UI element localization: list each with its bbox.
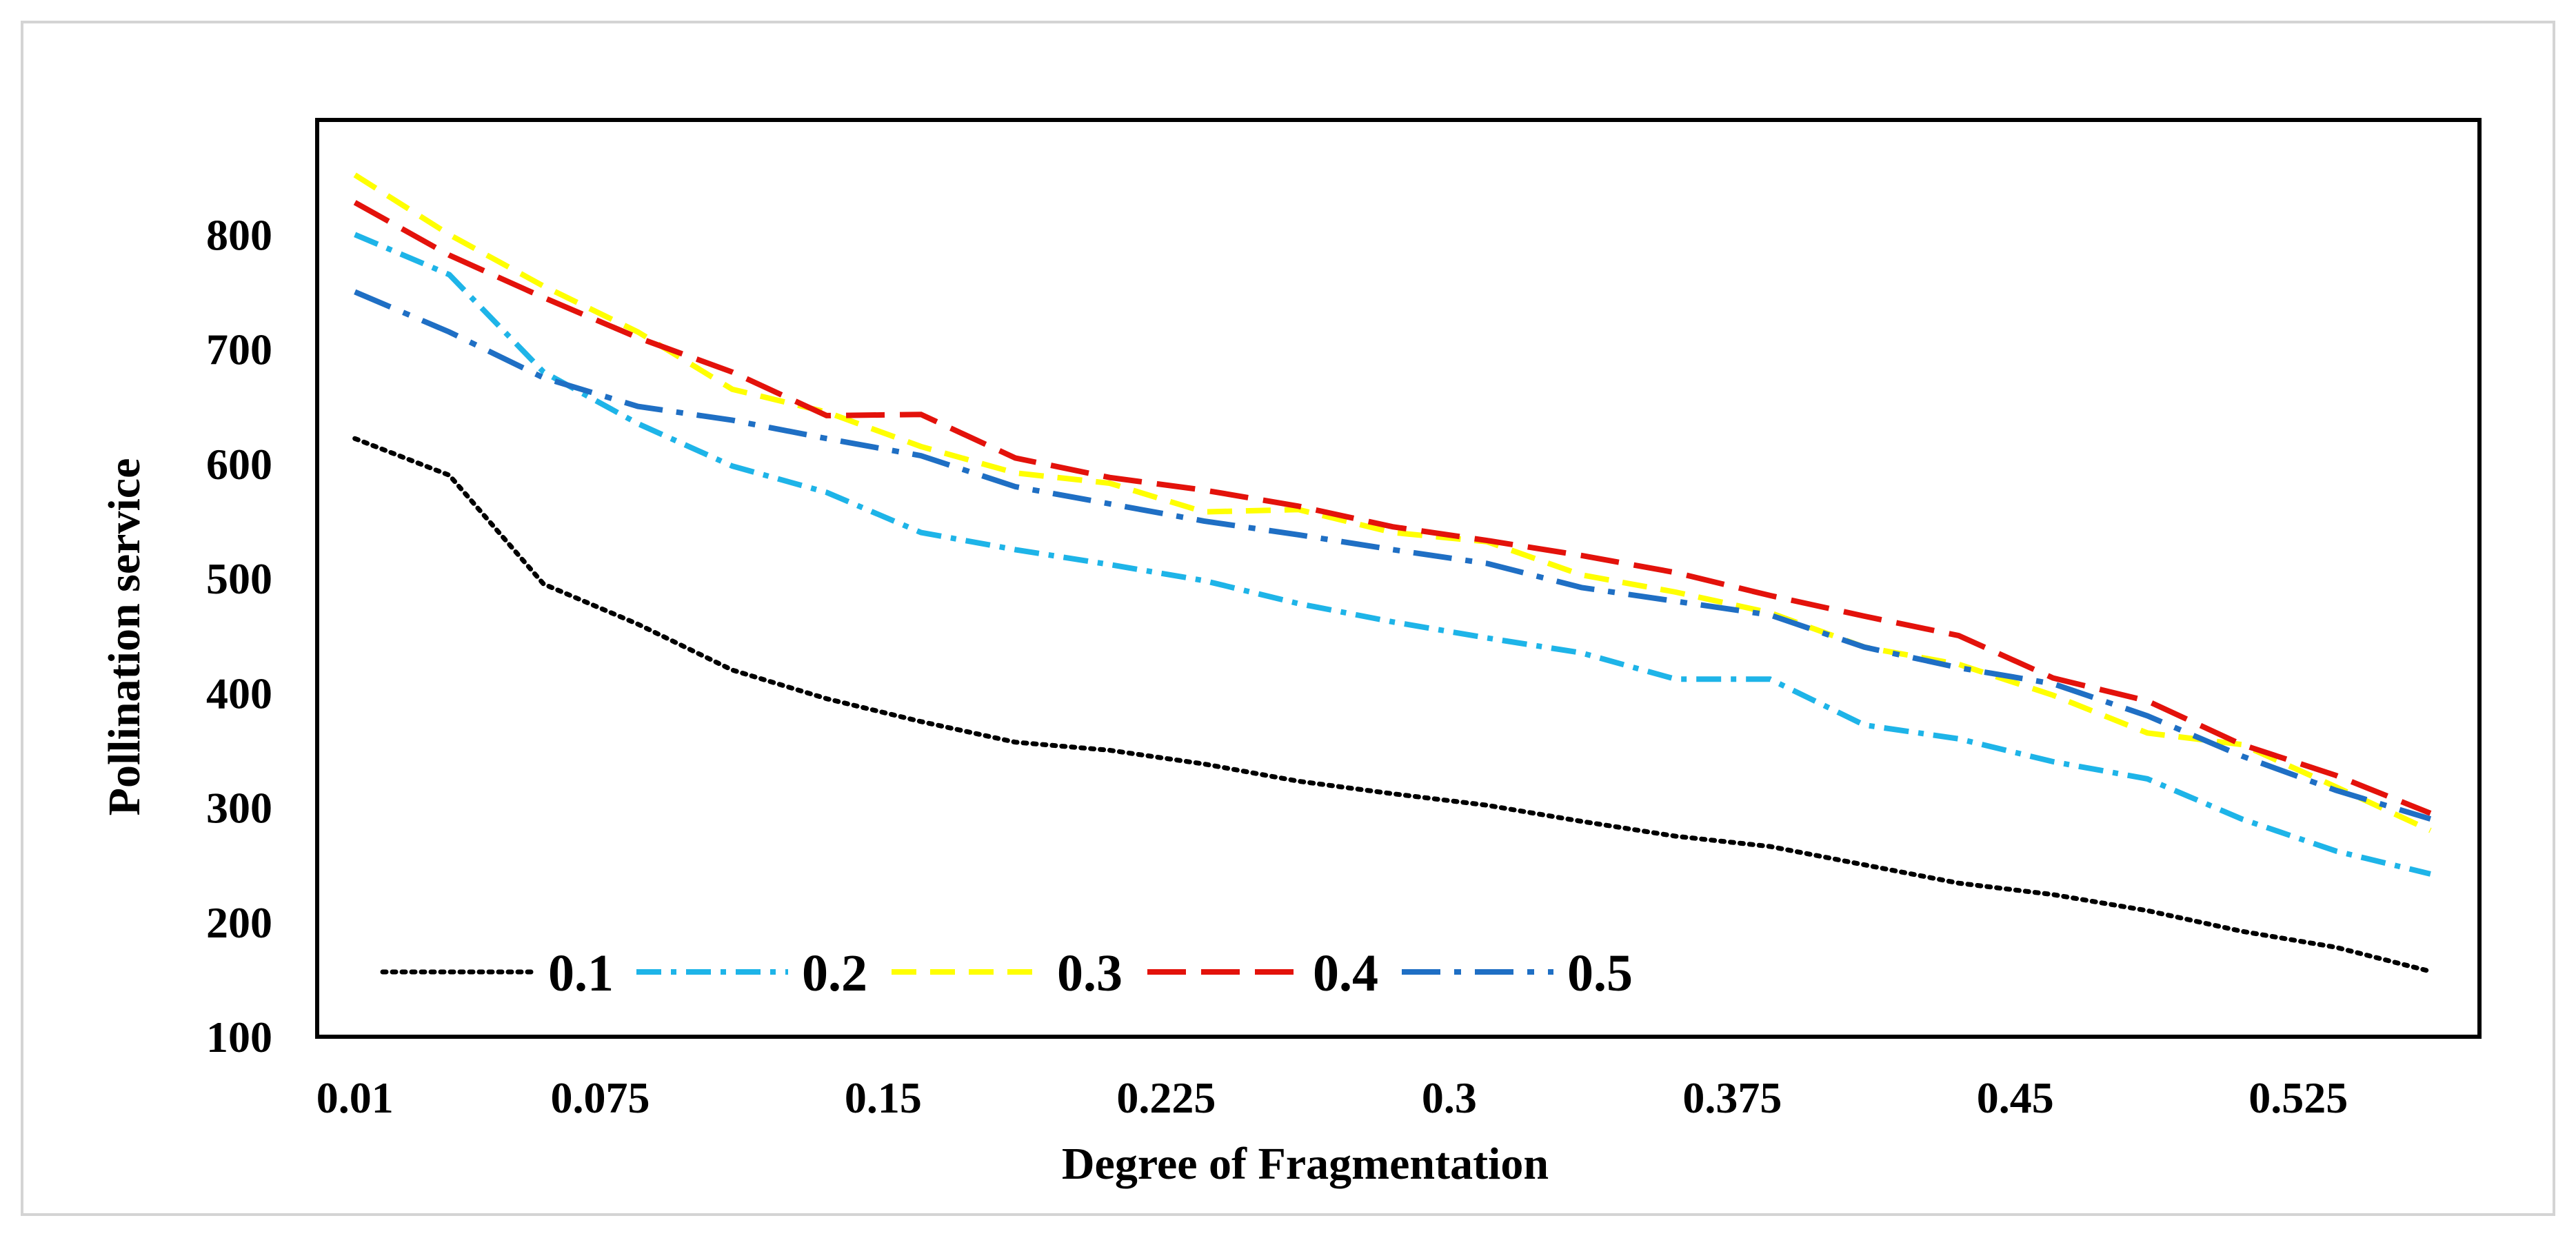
legend-label-0-2: 0.2 [802, 944, 867, 1002]
legend-label-0-5: 0.5 [1567, 944, 1633, 1002]
legend-label-0-4: 0.4 [1313, 944, 1378, 1002]
plot-area-border [315, 118, 2482, 1039]
series-line-0-4 [353, 200, 2432, 816]
y-tick-label: 700 [206, 325, 272, 374]
legend: 0.1 0.2 0.3 0.4 0.5 [380, 944, 1633, 1002]
y-tick-label: 200 [206, 898, 272, 947]
y-tick-label: 100 [206, 1013, 272, 1062]
y-axis-title: Pollination service [99, 458, 150, 816]
legend-label-0-3: 0.3 [1057, 944, 1123, 1002]
x-tick-label: 0.3 [1422, 1073, 1477, 1122]
x-axis: 0.01 0.075 0.15 0.225 0.3 0.375 0.45 0.525 [316, 1073, 2348, 1122]
y-tick-label: 800 [206, 210, 272, 259]
series-line-0-2 [354, 232, 2431, 877]
x-axis-title: Degree of Fragmentation [1062, 1139, 1549, 1189]
series-line-0-3 [353, 172, 2432, 833]
y-tick-label: 300 [206, 784, 272, 833]
chart-outer-frame [21, 21, 2555, 1216]
series-layer [352, 172, 2433, 974]
series-line-0-5 [354, 289, 2432, 822]
x-tick-label: 0.075 [551, 1073, 650, 1122]
x-tick-label: 0.01 [316, 1073, 394, 1122]
x-tick-label: 0.525 [2248, 1073, 2348, 1122]
x-tick-label: 0.225 [1116, 1073, 1216, 1122]
legend-label-0-1: 0.1 [548, 944, 614, 1002]
y-tick-label: 600 [206, 440, 272, 489]
series-line-0-1 [352, 436, 2433, 974]
y-tick-label: 500 [206, 554, 272, 603]
x-tick-label: 0.375 [1682, 1073, 1782, 1122]
y-tick-label: 400 [206, 669, 272, 718]
x-tick-label: 0.15 [845, 1073, 922, 1122]
y-axis: 100 200 300 400 500 600 700 800 [206, 210, 272, 1062]
x-tick-label: 0.45 [1977, 1073, 2054, 1122]
